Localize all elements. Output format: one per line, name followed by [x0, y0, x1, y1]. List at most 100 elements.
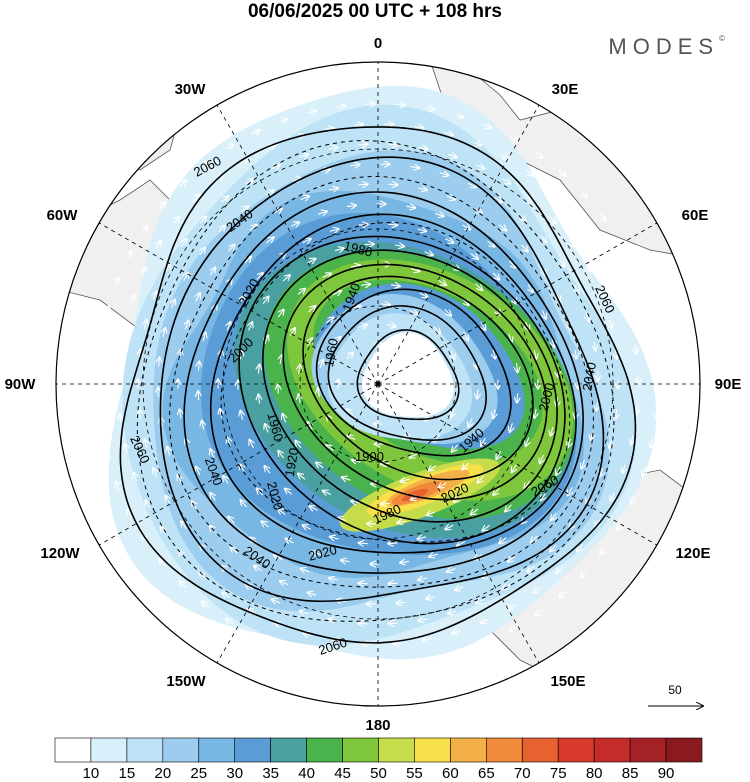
wind-arrow	[455, 587, 464, 590]
wind-arrow	[606, 259, 610, 268]
wind-arrow	[512, 464, 517, 472]
wind-arrow	[172, 217, 179, 224]
wind-arrow	[107, 453, 109, 463]
wind-arrow	[521, 244, 528, 252]
meridian-line	[377, 383, 658, 546]
wind-arrow	[358, 184, 368, 185]
brand-name: MODES	[608, 34, 720, 59]
colorbar-tick-label: 45	[334, 765, 351, 782]
colorbar-segment	[557, 737, 595, 763]
wind-arrow	[427, 512, 436, 515]
colorbar-segment	[485, 737, 523, 763]
height-contour	[282, 263, 548, 501]
wind-arrow	[144, 320, 146, 329]
wind-arrow	[559, 591, 567, 598]
lon-label-60w: 60W	[47, 207, 79, 224]
wind-arrow	[249, 225, 257, 231]
wind-arrow	[308, 593, 317, 596]
lon-label-60e: 60E	[682, 207, 709, 224]
wind-arrow	[446, 196, 455, 199]
wind-arrow	[526, 437, 529, 446]
wind-arrow	[388, 224, 397, 225]
wind-arrow	[549, 188, 557, 195]
wind-arrow	[167, 447, 170, 456]
meridian-line	[216, 104, 379, 385]
wind-arrow	[299, 154, 309, 157]
wind-arrow	[301, 569, 310, 572]
wind-arrow	[244, 257, 251, 264]
lon-label-150e: 150E	[550, 673, 585, 690]
wind-arrow	[358, 623, 368, 624]
wind-arrow	[500, 155, 508, 159]
wind-arrow	[559, 258, 564, 267]
wind-arrow	[445, 239, 453, 243]
wind-arrow	[142, 535, 147, 543]
wind-arrow	[196, 467, 200, 476]
wind-arrow	[475, 165, 484, 169]
height-contour	[238, 235, 566, 545]
wind-arrow	[508, 605, 516, 610]
lon-label-90w: 90W	[5, 376, 37, 393]
wind-arrow	[179, 582, 187, 589]
lon-label-30w: 30W	[175, 81, 207, 98]
wind-arrow	[509, 137, 518, 141]
wind-arrow	[472, 142, 481, 145]
wind-arrow	[528, 284, 533, 292]
wind-arrow	[476, 599, 485, 603]
wind-arrow	[324, 128, 333, 130]
wind-arrow	[249, 322, 253, 331]
wind-arrow	[575, 284, 579, 293]
colorbar-segment	[521, 737, 559, 763]
wind-arrow	[493, 488, 500, 496]
wind-arrow	[131, 295, 134, 304]
wind-arrow	[481, 619, 490, 623]
wind-arrow	[448, 611, 457, 614]
wind-arrow	[498, 224, 506, 231]
wind-arrow	[575, 349, 576, 359]
brand-mark: ©	[719, 34, 725, 43]
wind-arrow	[540, 454, 544, 463]
wind-arrow	[218, 226, 225, 233]
wind-arrow	[590, 233, 595, 241]
wind-arrow	[179, 180, 186, 187]
colorbar-segment	[90, 737, 128, 763]
colorbar-segment	[54, 737, 92, 763]
wind-arrow	[577, 544, 584, 551]
height-contour	[183, 191, 584, 574]
wind-arrow	[330, 537, 339, 539]
wind-arrow	[462, 225, 471, 229]
wind-arrow	[146, 501, 150, 509]
colorbar-tick-label: 75	[549, 765, 567, 782]
wind-arrow	[198, 391, 199, 401]
wind-arrow	[333, 640, 342, 642]
pole-marker	[375, 381, 381, 387]
wind-arrow	[358, 144, 367, 145]
wind-arrow	[107, 306, 109, 315]
wind-arrow	[223, 592, 231, 597]
wind-arrow	[483, 525, 491, 530]
colorbar-segment	[162, 737, 200, 763]
contour-label: 2000	[535, 381, 557, 413]
wind-arrow	[423, 638, 432, 640]
brand-logo: MODES©	[608, 34, 725, 60]
lon-label-90e: 90E	[715, 376, 742, 393]
wind-arrow	[159, 202, 166, 210]
wind-arrow	[161, 527, 166, 535]
wind-arrow	[181, 239, 186, 247]
wind-arrow	[597, 401, 598, 411]
wind-arrow	[510, 627, 518, 631]
wind-arrow	[483, 640, 492, 644]
wind-arrow	[203, 333, 205, 342]
wind-arrow	[426, 597, 436, 599]
wind-arrow	[617, 522, 622, 530]
wind-arrow	[120, 414, 121, 423]
wind-arrow	[354, 124, 363, 125]
lon-label-0: 0	[374, 35, 382, 52]
wind-arrow	[433, 326, 440, 334]
wind-arrow	[531, 535, 538, 542]
wind-arrow	[252, 634, 260, 638]
colorbar-tick-label: 30	[226, 765, 244, 782]
wind-arrow	[631, 435, 633, 444]
colorbar-tick-label: 20	[154, 765, 172, 782]
wind-arrow	[556, 292, 560, 301]
